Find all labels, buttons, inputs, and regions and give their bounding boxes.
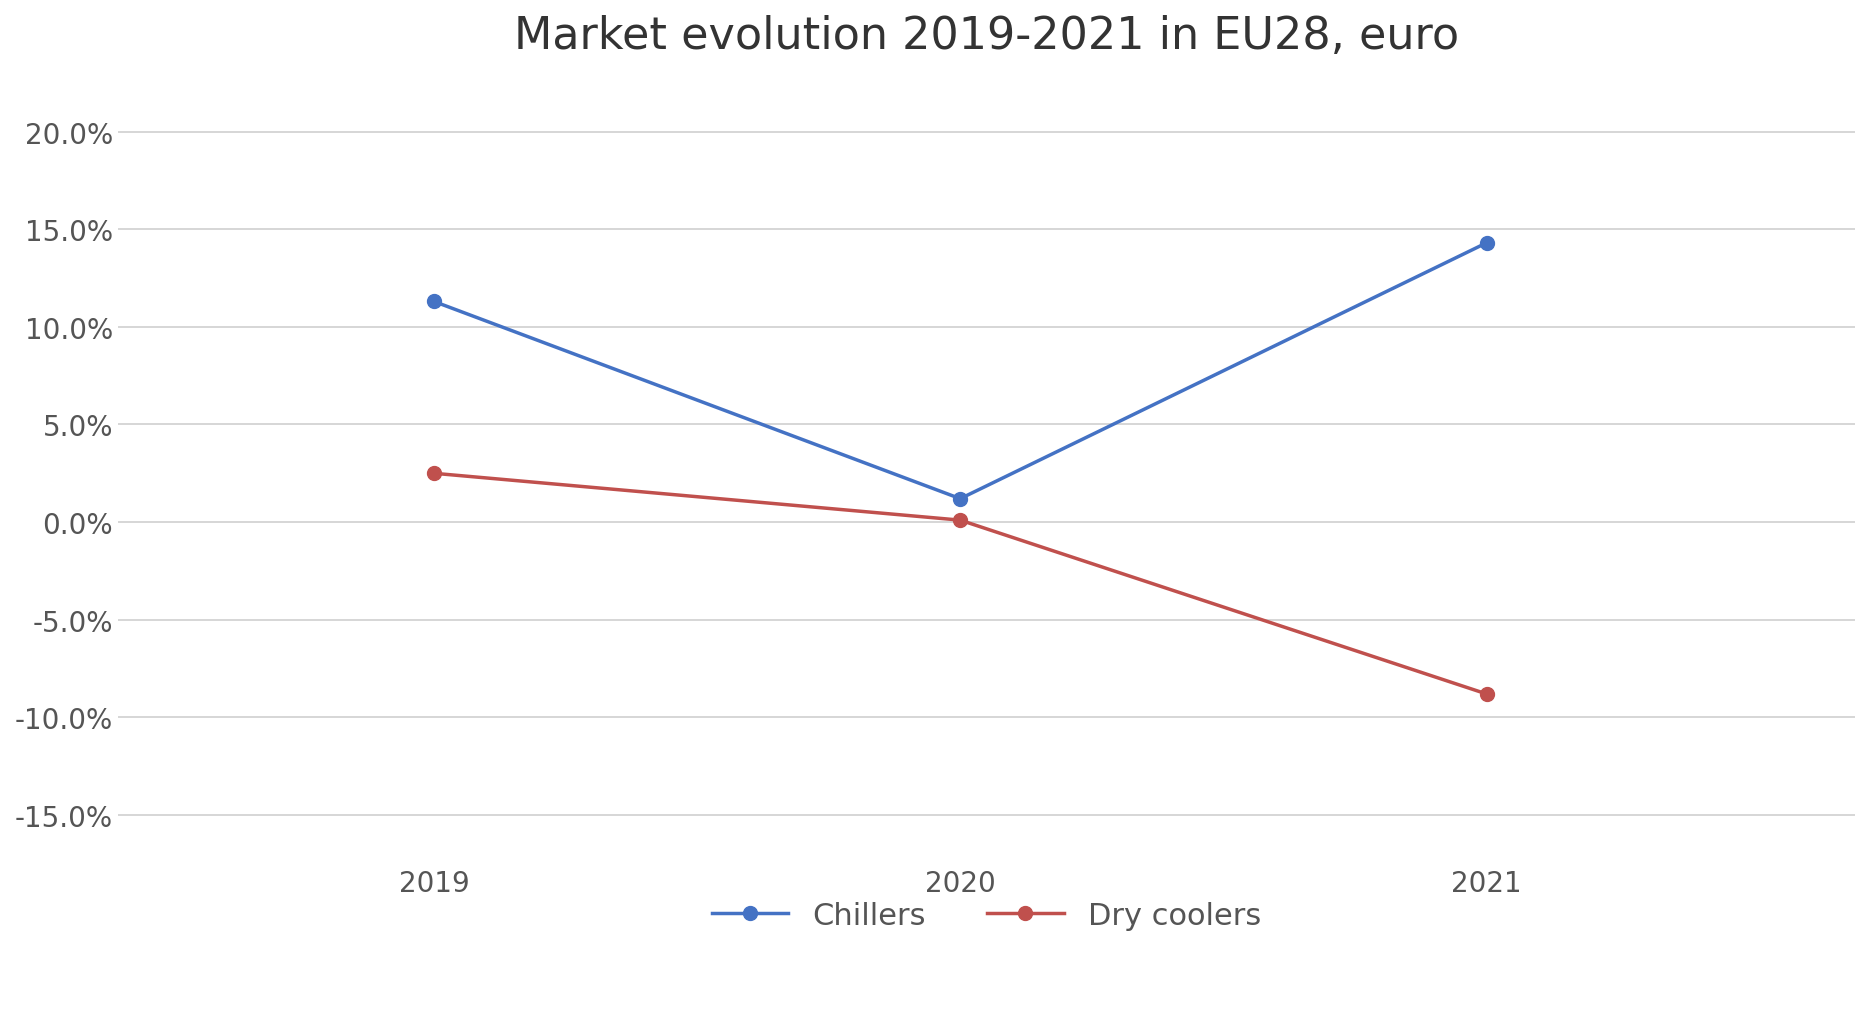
Dry coolers (423, 468, 445, 480)
Chillers (1475, 237, 1498, 250)
Chillers (423, 297, 445, 309)
Title: Market evolution 2019-2021 in EU28, euro: Market evolution 2019-2021 in EU28, euro (514, 15, 1459, 58)
Line: Dry coolers: Dry coolers (426, 467, 1494, 701)
Dry coolers (1475, 688, 1498, 700)
Chillers (948, 493, 971, 505)
Dry coolers (948, 515, 971, 527)
Line: Chillers: Chillers (426, 236, 1494, 506)
Legend: Chillers, Dry coolers: Chillers, Dry coolers (699, 889, 1273, 943)
